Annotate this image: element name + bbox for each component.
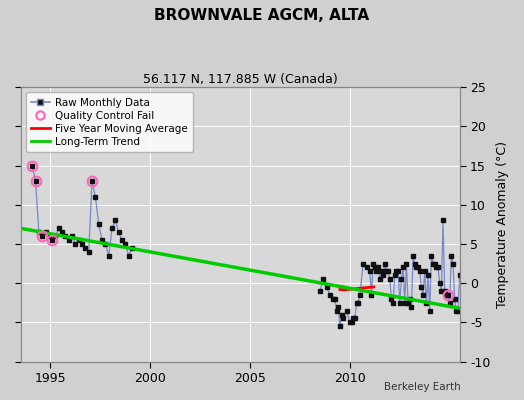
Text: BROWNVALE AGCM, ALTA: BROWNVALE AGCM, ALTA	[155, 8, 369, 23]
Title: 56.117 N, 117.885 W (Canada): 56.117 N, 117.885 W (Canada)	[143, 73, 337, 86]
Text: Berkeley Earth: Berkeley Earth	[385, 382, 461, 392]
Legend: Raw Monthly Data, Quality Control Fail, Five Year Moving Average, Long-Term Tren: Raw Monthly Data, Quality Control Fail, …	[26, 92, 193, 152]
Y-axis label: Temperature Anomaly (°C): Temperature Anomaly (°C)	[496, 141, 509, 308]
